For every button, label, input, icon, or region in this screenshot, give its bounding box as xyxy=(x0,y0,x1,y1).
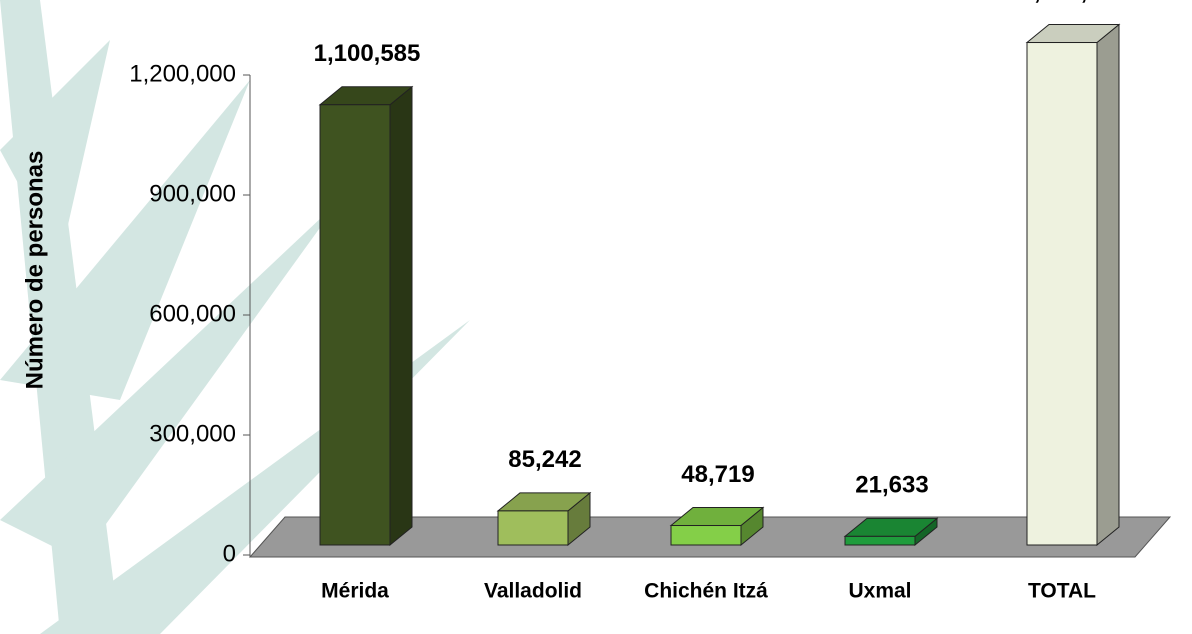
value-label: 48,719 xyxy=(681,461,754,488)
x-tick-label: Chichén Itzá xyxy=(644,580,768,603)
y-tick-label: 1,200,000 xyxy=(129,60,236,87)
leaf xyxy=(0,200,340,560)
bar xyxy=(844,535,916,546)
value-label: 1,256,179 xyxy=(1021,0,1128,5)
bar xyxy=(670,525,742,546)
x-tick-label: Mérida xyxy=(321,580,389,603)
bar xyxy=(497,510,569,546)
y-tick-label: 600,000 xyxy=(149,300,236,327)
bar xyxy=(1026,42,1098,546)
leaf xyxy=(0,40,110,260)
y-tick-label: 900,000 xyxy=(149,180,236,207)
bar xyxy=(319,104,391,546)
bar-side xyxy=(1096,23,1120,547)
leaf xyxy=(0,80,250,400)
value-label: 1,100,585 xyxy=(314,40,421,67)
x-tick-label: Valladolid xyxy=(484,580,582,603)
y-tick-label: 0 xyxy=(223,540,236,567)
value-label: 21,633 xyxy=(855,472,928,499)
value-label: 85,242 xyxy=(508,446,581,473)
y-axis-label: Número de personas xyxy=(21,151,48,390)
x-tick-label: TOTAL xyxy=(1028,580,1096,603)
x-tick-label: Uxmal xyxy=(848,580,911,603)
bar-side xyxy=(389,85,413,547)
y-tick-label: 300,000 xyxy=(149,420,236,447)
